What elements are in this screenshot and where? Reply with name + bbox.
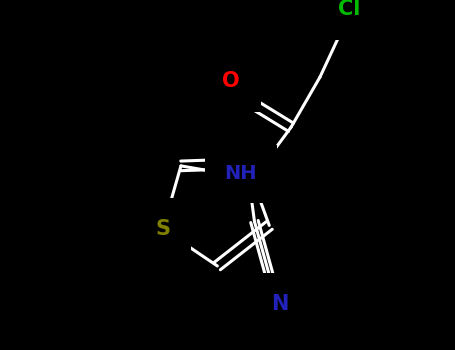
Text: Cl: Cl (338, 0, 360, 20)
Text: NH: NH (225, 164, 257, 183)
Text: N: N (271, 294, 288, 314)
Text: O: O (222, 71, 240, 91)
Text: S: S (155, 219, 170, 239)
